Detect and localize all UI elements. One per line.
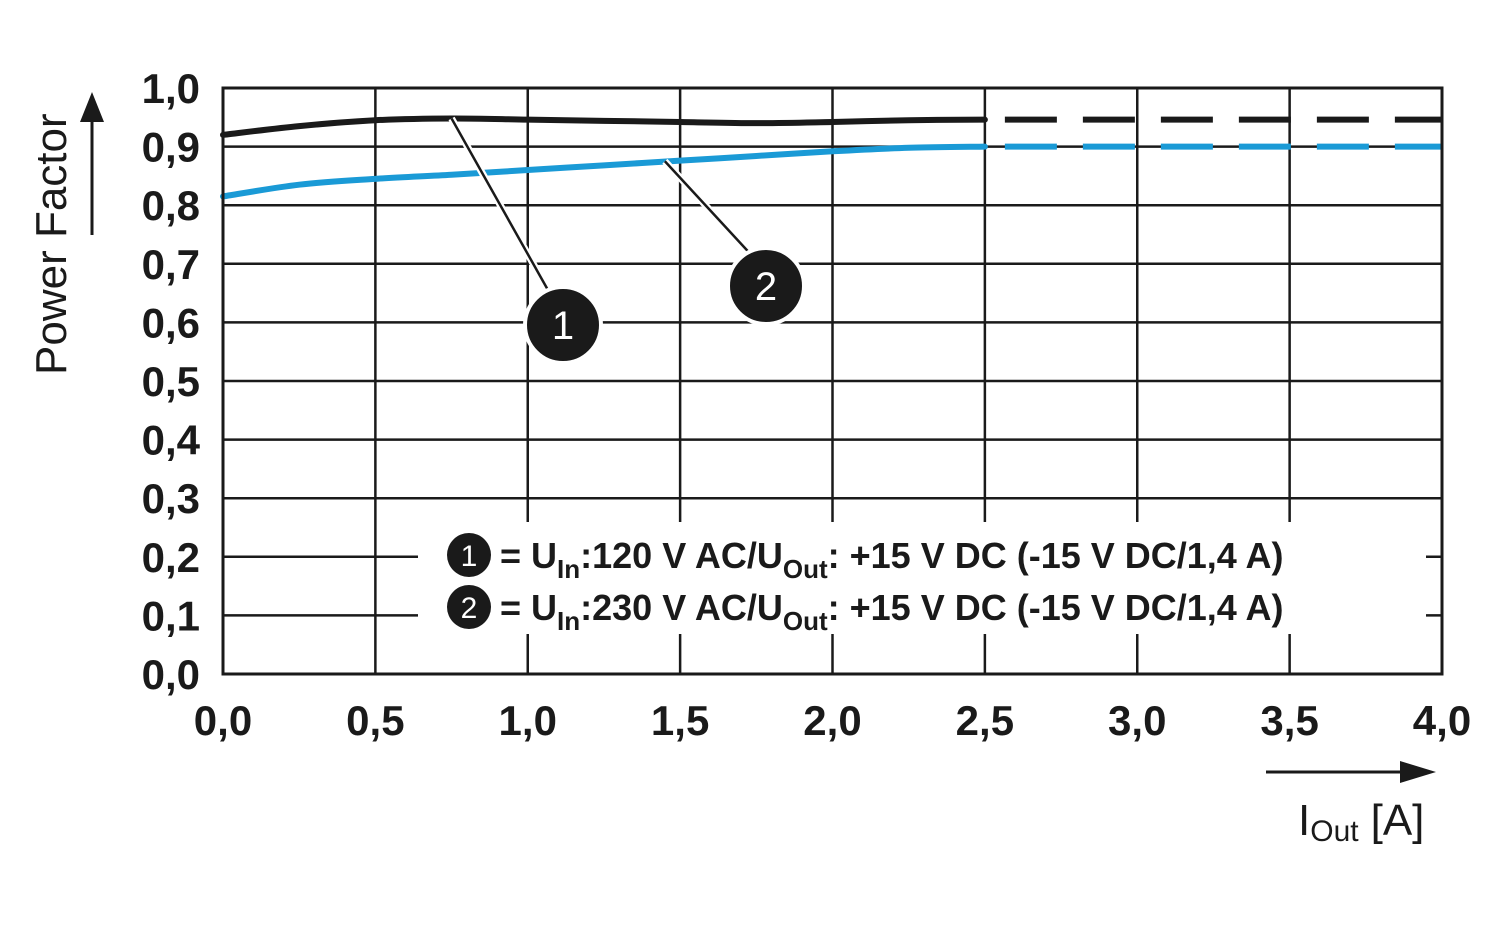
y-axis-title: Power Factor [27,113,76,375]
x-tick-label-7: 3,5 [1260,697,1318,744]
series-layer [220,115,1442,200]
plot-frame [221,86,1444,676]
y-tick-label-1: 0,1 [142,592,200,639]
legend-1-part-3: Out [783,554,828,584]
legend-2-part-4: : +15 V DC (-15 V DC/1,4 A) [828,587,1284,628]
callout-2-circle [726,246,806,326]
x-tick-label-8: 4,0 [1413,697,1471,744]
legend-background [418,522,1426,634]
y-tick-label-4: 0,4 [142,417,201,464]
legend-1-number: 1 [461,540,478,573]
y-axis-title-group: Power Factor [27,92,104,375]
y-tick-label-2: 0,2 [142,534,200,581]
legend-2-part-1: In [557,606,580,636]
legend-1-part-4: : +15 V DC (-15 V DC/1,4 A) [828,535,1284,576]
x-tick-label-2: 1,0 [499,697,557,744]
legend-1-part-1: In [557,554,580,584]
callout-2-number: 2 [755,265,777,309]
x-tick-label-4: 2,0 [803,697,861,744]
series-2-line [220,143,988,200]
y-tick-label-3: 0,3 [142,475,200,522]
legend-2-part-3: Out [783,606,828,636]
legend-1-part-0: = U [500,535,557,576]
y-tick-label-7: 0,7 [142,241,200,288]
callout-1-number: 1 [552,304,574,348]
x-axis-title-unit: [A] [1371,796,1425,845]
callout-1-leader [450,117,555,300]
series-1-line [220,115,988,138]
y-tick-label-6: 0,6 [142,299,200,346]
legend-1-label: = UIn:120 V AC/UOut: +15 V DC (-15 V DC/… [500,535,1283,584]
legend-2-label: = UIn:230 V AC/UOut: +15 V DC (-15 V DC/… [500,587,1283,636]
x-tick-label-1: 0,5 [346,697,404,744]
x-axis-title: IOut [A] [1298,796,1424,848]
callout-2-leader [663,160,757,261]
x-tick-label-6: 3,0 [1108,697,1166,744]
x-axis-arrow-head [1400,761,1436,783]
callout-1-circle [523,285,603,365]
y-tick-label-9: 0,9 [142,124,200,171]
legend-2-part-2: :230 V AC/U [580,587,783,628]
x-axis-title-group: IOut [A] [1266,761,1436,848]
y-tick-label-10: 1,0 [142,65,200,112]
plot-border [221,86,1444,676]
legend-1-circle [447,533,491,577]
x-axis-title-sub: Out [1310,815,1359,848]
x-tick-label-5: 2,5 [956,697,1014,744]
y-tick-label-8: 0,8 [142,182,200,229]
legend-1-part-2: :120 V AC/U [580,535,783,576]
x-axis-title-main: I [1298,796,1310,845]
x-tick-label-3: 1,5 [651,697,709,744]
callouts: 12 [448,116,806,365]
legend-2-circle [447,585,491,629]
y-axis-arrow-head [80,92,104,122]
legend-2-number: 2 [461,592,478,625]
legend-2-part-0: = U [500,587,557,628]
y-tick-label-0: 0,0 [142,651,200,698]
tick-labels: 0,0 0,5 1,0 1,5 2,0 2,5 3,0 3,5 4,0 0,0 0,1 0,2 0,3 0… [142,65,1472,744]
legend: 1 = UIn:120 V AC/UOut: +15 V DC (-15 V DC… [447,533,1283,636]
x-tick-label-0: 0,0 [194,697,252,744]
y-tick-label-5: 0,5 [142,358,200,405]
